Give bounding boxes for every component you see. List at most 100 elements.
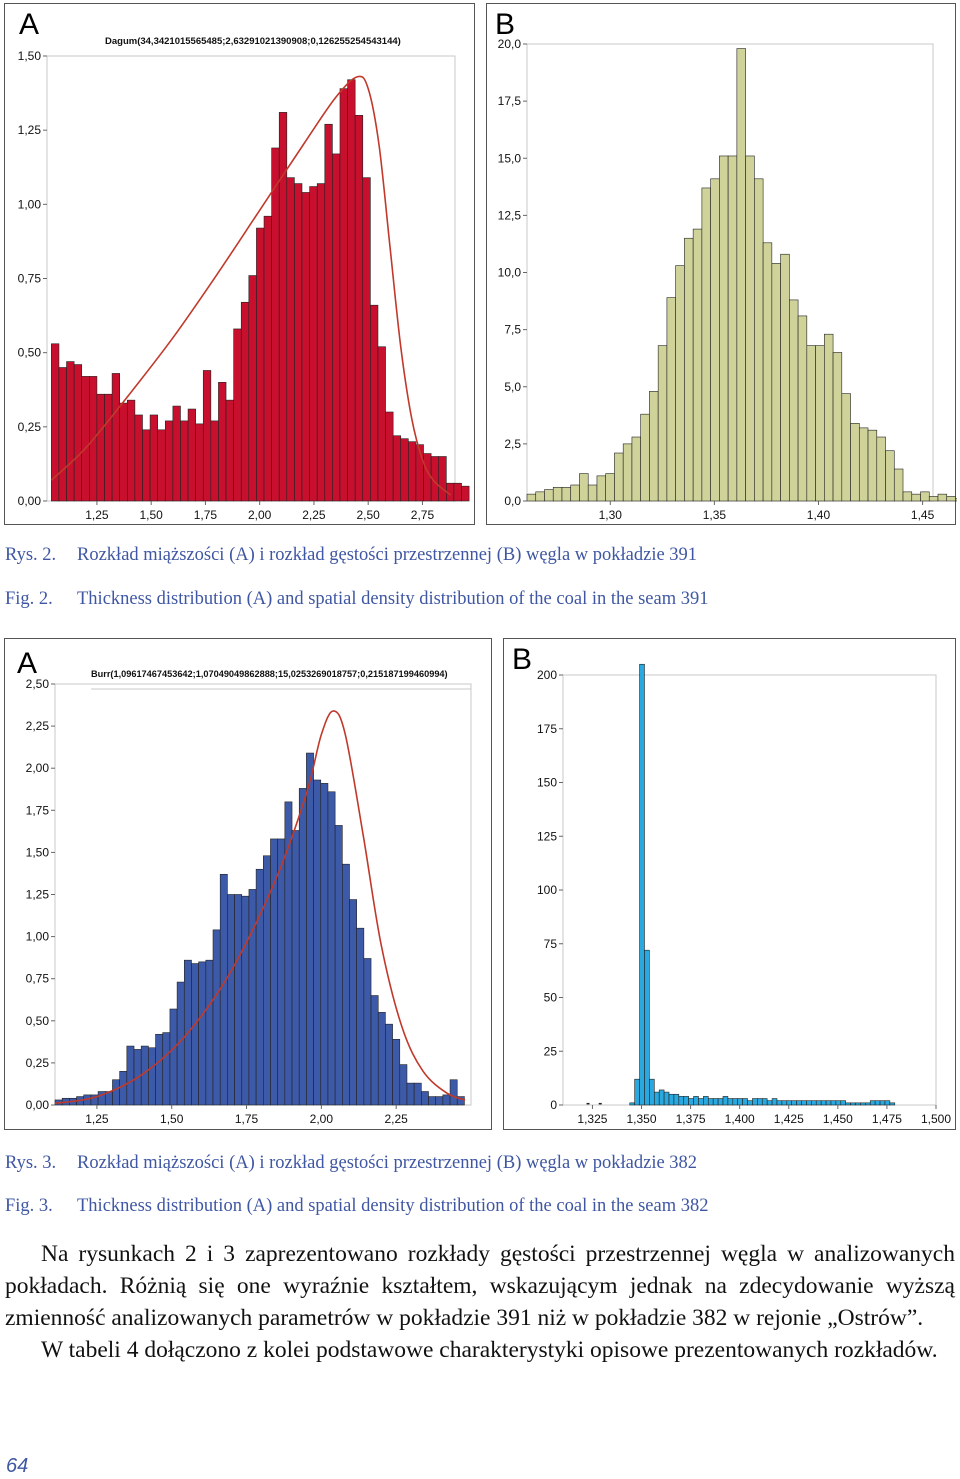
y-tick-label: 12,5: [498, 208, 522, 222]
y-tick-label: 1,75: [26, 803, 50, 817]
histogram-bar: [757, 1098, 763, 1106]
histogram-bar: [649, 1078, 655, 1106]
histogram-bar: [928, 496, 939, 502]
histogram-bar: [845, 1102, 851, 1106]
y-tick-label: 7,5: [504, 323, 521, 337]
y-tick-label: 25: [544, 1044, 558, 1058]
histogram-bar: [162, 1032, 171, 1106]
histogram-bar: [149, 414, 158, 502]
y-tick-label: 150: [537, 776, 557, 790]
histogram-bar: [663, 1091, 670, 1106]
histogram-bar: [286, 177, 295, 502]
histogram-bar: [298, 788, 307, 1106]
histogram-bar: [727, 155, 738, 502]
histogram-bar: [225, 399, 234, 502]
y-tick-label: 200: [537, 668, 557, 682]
histogram-bar: [579, 473, 589, 502]
histogram-bar: [339, 88, 348, 502]
histogram-bar: [806, 345, 816, 502]
y-tick-label: 10,0: [498, 266, 522, 280]
histogram-bar: [435, 1096, 444, 1106]
y-tick-label: 0,75: [18, 272, 42, 286]
fig2a-panel-label: A: [19, 8, 40, 41]
histogram-bar: [240, 301, 250, 502]
histogram-bar: [255, 868, 264, 1106]
x-tick-label: 1,50: [139, 508, 163, 522]
histogram-bar: [104, 393, 113, 502]
histogram-bar: [157, 429, 166, 502]
histogram-bar: [911, 493, 921, 502]
histogram-bar: [263, 215, 272, 502]
fig3b-panel-label: B: [512, 643, 533, 676]
x-tick-label: 1,475: [872, 1112, 902, 1126]
histogram-bar: [692, 228, 703, 502]
histogram-bar: [73, 364, 83, 502]
histogram-bar: [867, 429, 878, 502]
histogram-bar: [701, 187, 711, 502]
x-tick-label: 1,400: [725, 1112, 755, 1126]
histogram-bar: [732, 1098, 739, 1106]
histogram-bar: [776, 1100, 783, 1106]
histogram-bar: [653, 1091, 660, 1106]
histogram-bar: [622, 443, 633, 502]
fit-distribution-label: Burr(1,09617467453642;1,07049049862888;1…: [91, 669, 448, 679]
histogram-bar: [399, 1064, 408, 1106]
x-tick-label: 1,500: [921, 1112, 951, 1126]
histogram-bar: [248, 889, 257, 1106]
histogram-bar: [855, 1102, 861, 1106]
fig3-caption-pl: Rys. 3. Rozkład miąższości (A) i rozkład …: [5, 1153, 697, 1174]
histogram-bar: [596, 475, 607, 502]
histogram-bar: [461, 485, 470, 502]
histogram-bar: [205, 959, 214, 1106]
histogram-bar: [884, 1100, 891, 1106]
histogram-bar: [742, 1098, 748, 1106]
histogram-bar: [233, 328, 242, 502]
y-tick-label: 125: [537, 829, 557, 843]
x-tick-label: 1,40: [807, 508, 831, 522]
histogram-bar: [879, 1100, 886, 1106]
histogram-bar: [316, 183, 326, 502]
histogram-bar: [332, 153, 341, 502]
fig3b-histogram: 0 25 50 75 100 125 150 175 200 1,325 1,350 1,375 1,4…: [537, 663, 951, 1126]
x-tick-label: 1,45: [911, 508, 935, 522]
fitted-distribution-curve: [50, 75, 452, 496]
y-tick-label: 0,25: [18, 420, 42, 434]
histogram-bar: [605, 473, 615, 502]
histogram-bar: [277, 838, 286, 1106]
plot-area-frame: [562, 674, 937, 1106]
histogram-bar: [885, 450, 895, 502]
histogram-bar: [164, 420, 174, 502]
histogram-bar: [811, 1100, 817, 1106]
y-tick-label: 0,50: [26, 1014, 50, 1028]
x-tick-label: 1,325: [577, 1112, 607, 1126]
histogram-bar: [736, 48, 746, 502]
y-tick-label: 1,00: [26, 930, 50, 944]
y-tick-label: 0,00: [18, 494, 42, 508]
histogram-bar: [815, 345, 825, 502]
histogram-bar: [841, 393, 851, 502]
histogram-bar: [400, 438, 409, 502]
histogram-bar: [111, 373, 121, 502]
histogram-bar: [453, 482, 462, 502]
histogram-bar: [126, 1045, 135, 1106]
x-tick-label: 2,50: [357, 508, 381, 522]
histogram-bar: [96, 393, 105, 502]
histogram-bar: [698, 1098, 704, 1106]
histogram-bar: [710, 178, 720, 502]
histogram-bar: [761, 1098, 768, 1106]
histogram-bar: [385, 1023, 393, 1106]
histogram-bar: [526, 493, 537, 502]
x-tick-label: 1,75: [235, 1112, 259, 1126]
histogram-bar: [210, 420, 219, 502]
fig3b-panel: B 0 25 50 75 100 125 150 175 200 1,325 1,350 1,375 1…: [503, 638, 956, 1130]
histogram-bar: [639, 663, 645, 1106]
fig2b-histogram: 0,0 2,5 5,0 7,5 10,0 12,5 15,0 17,5 20,0 1,30 1,35…: [498, 37, 957, 522]
y-tick-label: 2,00: [26, 761, 50, 775]
histogram-bar: [256, 227, 265, 502]
histogram-bar: [693, 1096, 699, 1106]
histogram-bar: [392, 1039, 401, 1106]
histogram-bar: [142, 429, 151, 502]
histogram-bar: [955, 498, 957, 502]
histogram-bar: [815, 1100, 822, 1106]
y-tick-label: 1,25: [18, 123, 42, 137]
